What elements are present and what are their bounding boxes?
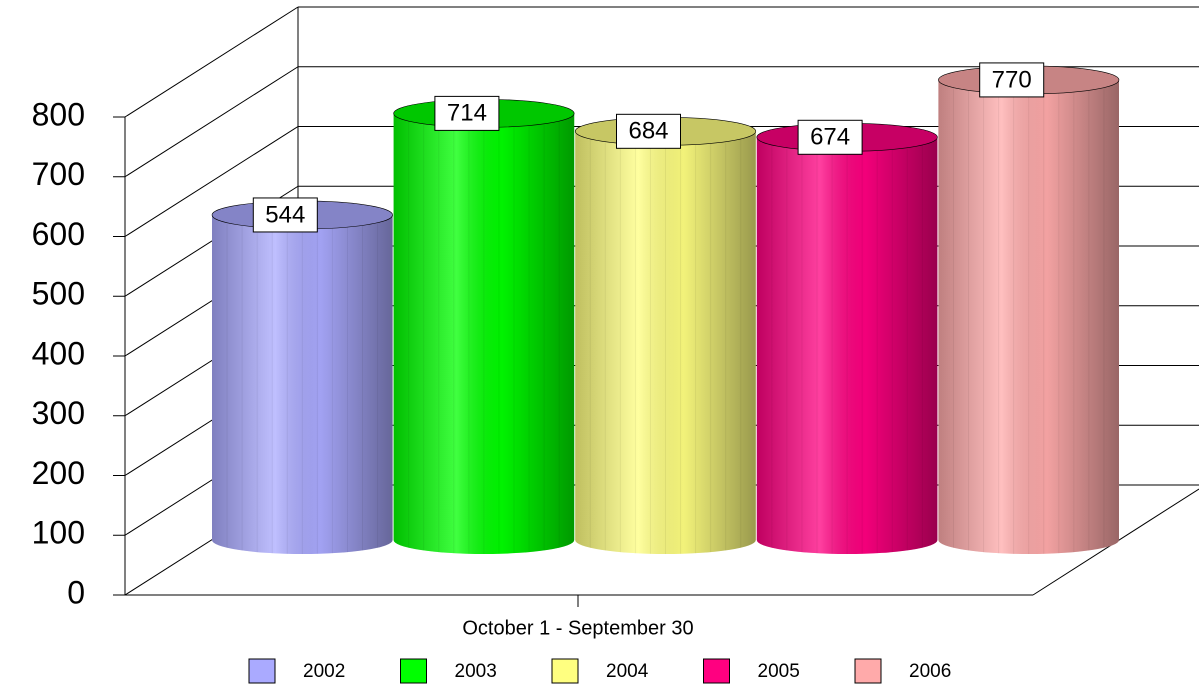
value-label: 684 bbox=[628, 118, 668, 145]
value-label-box bbox=[797, 119, 863, 155]
value-label: 714 bbox=[447, 100, 487, 127]
value-label-box bbox=[252, 197, 318, 233]
y-tick-label: 400 bbox=[32, 335, 85, 371]
bar-shade bbox=[575, 131, 756, 554]
value-label: 544 bbox=[265, 201, 305, 228]
y-tick-label: 300 bbox=[32, 395, 85, 431]
value-label: 770 bbox=[992, 66, 1032, 93]
value-label: 674 bbox=[810, 124, 850, 151]
bar-shade bbox=[393, 113, 575, 554]
legend-swatch bbox=[248, 658, 276, 684]
legend-swatch bbox=[400, 658, 427, 684]
legend-label: 2003 bbox=[455, 661, 497, 682]
bar-shade bbox=[212, 214, 393, 554]
grid-line bbox=[124, 66, 299, 178]
y-tick-label: 500 bbox=[32, 276, 85, 312]
value-label-box bbox=[434, 95, 500, 131]
x-tick-label: October 1 - September 30 bbox=[462, 617, 693, 639]
legend-swatch bbox=[703, 658, 730, 684]
legend-label: 2004 bbox=[606, 661, 649, 682]
value-label-box bbox=[979, 62, 1045, 98]
legend-swatch bbox=[551, 658, 579, 684]
legend-label: 2002 bbox=[303, 661, 345, 682]
bar-shade bbox=[756, 137, 938, 554]
y-tick-label: 200 bbox=[32, 455, 85, 491]
legend-label: 2005 bbox=[758, 661, 800, 682]
y-tick-label: 0 bbox=[67, 574, 85, 610]
grid-line bbox=[124, 6, 299, 118]
y-tick-label: 700 bbox=[32, 156, 85, 192]
legend-label: 2006 bbox=[909, 661, 951, 682]
y-tick-label: 800 bbox=[32, 96, 85, 132]
value-label-box bbox=[616, 113, 681, 149]
y-tick-label: 100 bbox=[32, 515, 85, 551]
y-tick-label: 600 bbox=[32, 216, 85, 252]
bar-shade bbox=[938, 79, 1119, 555]
grid-line bbox=[124, 126, 299, 237]
legend-swatch bbox=[854, 658, 882, 684]
